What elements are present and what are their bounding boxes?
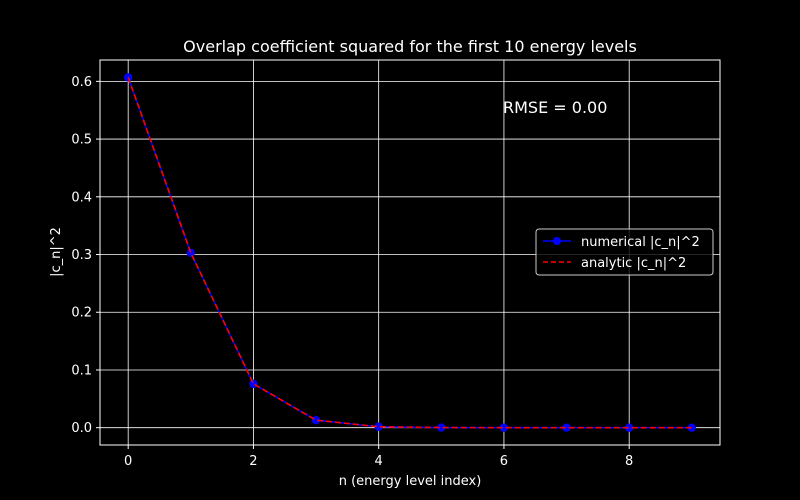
data-point-numerical: [499, 423, 509, 432]
legend: numerical |c_n|^2 analytic |c_n|^2: [535, 228, 714, 276]
data-point-numerical: [249, 379, 258, 389]
y-axis-label: |c_n|^2: [49, 227, 64, 277]
rmse-annotation: RMSE = 0.00: [503, 98, 607, 117]
data-point-numerical: [562, 423, 571, 432]
legend-marker-numerical: [553, 237, 561, 245]
legend-box: [535, 228, 714, 276]
x-tick-label: 6: [500, 454, 508, 469]
x-tick-label: 4: [375, 454, 383, 469]
y-tick-label: 0.1: [71, 363, 92, 378]
axis-ticks: 0 2 4 6 8 0.0 0.1 0.2 0.3 0.4 0.5 0.6: [71, 75, 633, 469]
y-tick-label: 0.4: [71, 190, 92, 205]
y-tick-label: 0.6: [71, 75, 92, 90]
y-tick-label: 0.5: [71, 133, 92, 148]
data-point-numerical: [687, 423, 697, 432]
data-point-numerical: [186, 248, 196, 257]
plot-series: [123, 73, 697, 432]
x-tick-label: 8: [625, 454, 633, 469]
x-tick-label: 2: [249, 454, 257, 469]
data-point-numerical: [437, 423, 446, 432]
plot-frame: [99, 59, 721, 446]
chart-title: Overlap coefficient squared for the firs…: [183, 37, 637, 56]
x-axis-label: n (energy level index): [339, 474, 482, 489]
data-point-numerical: [123, 73, 133, 82]
y-tick-label: 0.0: [71, 421, 92, 436]
x-tick-label: 0: [124, 454, 132, 469]
legend-label-analytic: analytic |c_n|^2: [581, 256, 686, 271]
series-line-analytic: [127, 77, 692, 429]
data-point-numerical: [624, 423, 634, 432]
data-point-numerical: [374, 422, 383, 431]
y-tick-label: 0.2: [71, 306, 92, 321]
y-tick-label: 0.3: [71, 248, 92, 263]
legend-label-numerical: numerical |c_n|^2: [581, 235, 700, 250]
